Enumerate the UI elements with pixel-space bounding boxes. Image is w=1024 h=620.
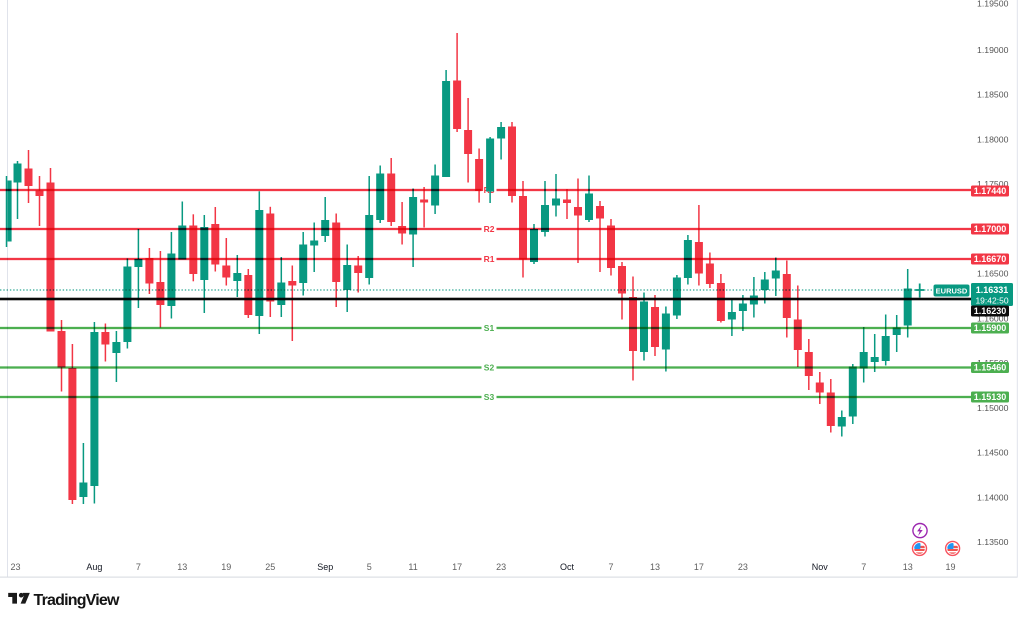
- svg-text:23: 23: [496, 562, 506, 572]
- svg-text:S2: S2: [484, 363, 495, 373]
- svg-text:11: 11: [408, 562, 417, 572]
- svg-text:1.16500: 1.16500: [977, 269, 1009, 279]
- svg-text:1.17440: 1.17440: [974, 186, 1007, 196]
- svg-text:1.18000: 1.18000: [977, 135, 1009, 145]
- svg-text:23: 23: [738, 562, 748, 572]
- svg-text:Sep: Sep: [317, 562, 333, 572]
- svg-text:1.14500: 1.14500: [977, 448, 1009, 458]
- svg-text:1.16000: 1.16000: [977, 314, 1009, 324]
- svg-text:EURUSD: EURUSD: [936, 287, 968, 296]
- svg-text:1.15900: 1.15900: [974, 323, 1007, 333]
- svg-text:19:42:50: 19:42:50: [975, 296, 1008, 306]
- svg-text:1.17500: 1.17500: [977, 179, 1009, 189]
- svg-text:19: 19: [221, 562, 231, 572]
- svg-text:1.18500: 1.18500: [977, 90, 1009, 100]
- svg-text:17: 17: [694, 562, 704, 572]
- svg-text:TradingView: TradingView: [34, 592, 121, 609]
- svg-text:19: 19: [945, 562, 955, 572]
- svg-text:1.19500: 1.19500: [977, 0, 1009, 9]
- svg-text:1.17000: 1.17000: [974, 224, 1007, 234]
- svg-text:23: 23: [10, 562, 20, 572]
- svg-text:S1: S1: [484, 323, 495, 333]
- svg-text:1.19000: 1.19000: [977, 45, 1009, 55]
- svg-text:13: 13: [177, 562, 187, 572]
- svg-text:1.13500: 1.13500: [977, 537, 1009, 547]
- svg-text:1.15460: 1.15460: [974, 363, 1007, 373]
- svg-text:1.15130: 1.15130: [974, 392, 1007, 402]
- svg-text:7: 7: [861, 562, 866, 572]
- svg-text:7: 7: [136, 562, 141, 572]
- svg-text:1.16230: 1.16230: [974, 306, 1007, 316]
- svg-text:13: 13: [650, 562, 660, 572]
- svg-text:1.16331: 1.16331: [976, 285, 1009, 295]
- svg-text:Nov: Nov: [812, 562, 829, 572]
- svg-text:25: 25: [265, 562, 275, 572]
- svg-text:1.16670: 1.16670: [974, 254, 1007, 264]
- svg-text:Aug: Aug: [86, 562, 102, 572]
- svg-text:1.14000: 1.14000: [977, 493, 1009, 503]
- svg-text:13: 13: [903, 562, 913, 572]
- svg-text:5: 5: [367, 562, 372, 572]
- svg-text:R1: R1: [484, 254, 495, 264]
- svg-text:Oct: Oct: [560, 562, 575, 572]
- svg-text:17: 17: [452, 562, 462, 572]
- svg-text:7: 7: [608, 562, 613, 572]
- svg-text:1.15000: 1.15000: [977, 403, 1009, 413]
- svg-text:S3: S3: [484, 392, 495, 402]
- svg-text:R2: R2: [484, 224, 495, 234]
